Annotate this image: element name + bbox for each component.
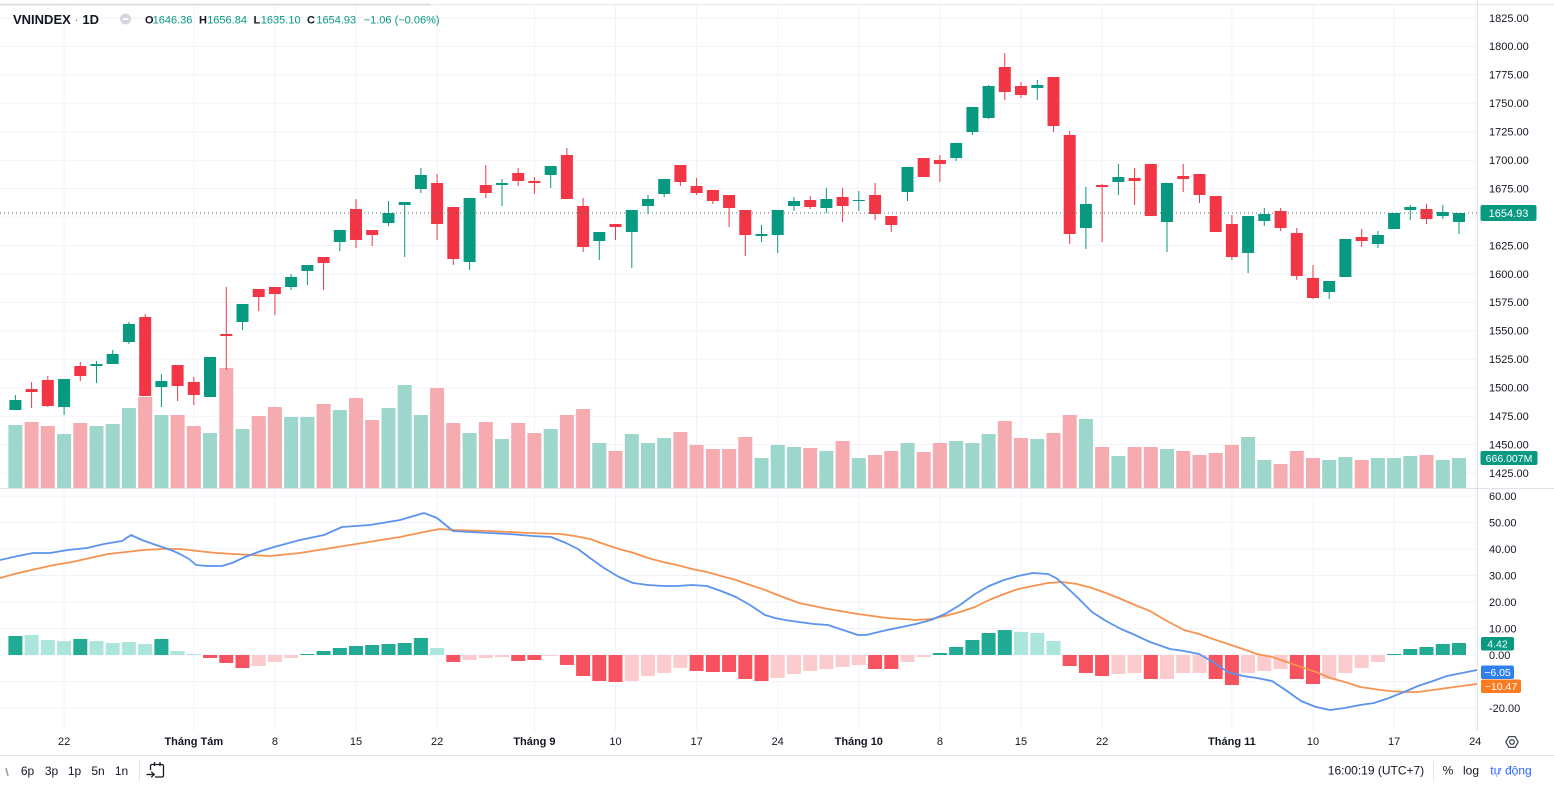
svg-text:Tháng 9: Tháng 9 <box>513 736 555 748</box>
svg-text:1625.00: 1625.00 <box>1489 240 1529 252</box>
svg-text:1800.00: 1800.00 <box>1489 41 1529 53</box>
svg-text:1p: 1p <box>68 764 82 778</box>
svg-text:666.007M: 666.007M <box>1486 453 1533 465</box>
svg-text:1750.00: 1750.00 <box>1489 98 1529 110</box>
svg-text:1600.00: 1600.00 <box>1489 269 1529 281</box>
svg-text:10: 10 <box>609 736 621 748</box>
svg-text:1450.00: 1450.00 <box>1489 439 1529 451</box>
svg-text:1575.00: 1575.00 <box>1489 297 1529 309</box>
svg-text:1525.00: 1525.00 <box>1489 354 1529 366</box>
svg-text:−6.05: −6.05 <box>1484 667 1511 679</box>
svg-text:Tháng 10: Tháng 10 <box>835 736 883 748</box>
svg-text:17: 17 <box>690 736 702 748</box>
svg-text:22: 22 <box>431 736 443 748</box>
svg-text:1635.10: 1635.10 <box>261 15 301 27</box>
svg-text:1825.00: 1825.00 <box>1489 13 1529 25</box>
svg-text:1646.36: 1646.36 <box>153 15 193 27</box>
svg-text:8: 8 <box>272 736 278 748</box>
svg-text:3p: 3p <box>45 764 59 778</box>
svg-text:1654.93: 1654.93 <box>316 15 356 27</box>
svg-text:17: 17 <box>1388 736 1400 748</box>
svg-text:VNINDEX · 1D: VNINDEX · 1D <box>13 12 99 27</box>
svg-text:O: O <box>145 15 154 27</box>
svg-text:C: C <box>307 15 315 27</box>
svg-text:50.00: 50.00 <box>1489 517 1517 529</box>
svg-text:15: 15 <box>350 736 362 748</box>
svg-text:1500.00: 1500.00 <box>1489 383 1529 395</box>
svg-text:1700.00: 1700.00 <box>1489 155 1529 167</box>
svg-text:1725.00: 1725.00 <box>1489 127 1529 139</box>
svg-text:1775.00: 1775.00 <box>1489 70 1529 82</box>
svg-text:L: L <box>254 15 261 27</box>
svg-text:20.00: 20.00 <box>1489 597 1517 609</box>
svg-text:16:00:19 (UTC+7): 16:00:19 (UTC+7) <box>1328 764 1424 778</box>
svg-text:0.00: 0.00 <box>1489 650 1510 662</box>
svg-text:40.00: 40.00 <box>1489 544 1517 556</box>
svg-text:1550.00: 1550.00 <box>1489 326 1529 338</box>
svg-text:1425.00: 1425.00 <box>1489 468 1529 480</box>
svg-text:4.42: 4.42 <box>1487 639 1508 651</box>
svg-text:log: log <box>1463 764 1479 778</box>
svg-text:24: 24 <box>1469 736 1481 748</box>
svg-text:H: H <box>199 15 207 27</box>
svg-text:1475.00: 1475.00 <box>1489 411 1529 423</box>
svg-text:%: % <box>1443 764 1454 778</box>
svg-text:6p: 6p <box>21 764 35 778</box>
svg-text:Tháng Tám: Tháng Tám <box>164 736 223 748</box>
svg-text:Tháng 11: Tháng 11 <box>1208 736 1256 748</box>
svg-text:10: 10 <box>1307 736 1319 748</box>
svg-text:1n: 1n <box>115 764 128 778</box>
svg-text:10.00: 10.00 <box>1489 623 1517 635</box>
svg-text:60.00: 60.00 <box>1489 491 1517 503</box>
svg-text:15: 15 <box>1015 736 1027 748</box>
svg-text:-20.00: -20.00 <box>1489 703 1520 715</box>
svg-text:−1.06 (−0.06%): −1.06 (−0.06%) <box>364 15 440 27</box>
svg-text:tự động: tự động <box>1490 764 1531 778</box>
svg-text:−10.47: −10.47 <box>1485 681 1518 693</box>
svg-text:1654.93: 1654.93 <box>1489 208 1529 220</box>
svg-text:5n: 5n <box>91 764 104 778</box>
svg-text:22: 22 <box>58 736 70 748</box>
svg-text:22: 22 <box>1096 736 1108 748</box>
svg-text:1656.84: 1656.84 <box>207 15 247 27</box>
svg-text:8: 8 <box>937 736 943 748</box>
svg-text:1675.00: 1675.00 <box>1489 183 1529 195</box>
svg-text:24: 24 <box>772 736 784 748</box>
svg-text:30.00: 30.00 <box>1489 570 1517 582</box>
